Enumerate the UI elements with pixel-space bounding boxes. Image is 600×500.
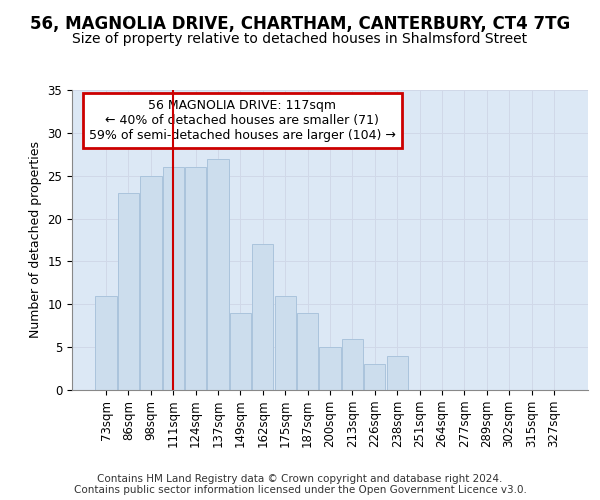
- Text: Contains HM Land Registry data © Crown copyright and database right 2024.: Contains HM Land Registry data © Crown c…: [97, 474, 503, 484]
- Text: Contains public sector information licensed under the Open Government Licence v3: Contains public sector information licen…: [74, 485, 526, 495]
- Bar: [95, 296, 117, 390]
- Bar: [386, 356, 408, 390]
- Bar: [252, 244, 274, 390]
- Bar: [275, 296, 296, 390]
- Bar: [208, 158, 229, 390]
- Text: Size of property relative to detached houses in Shalmsford Street: Size of property relative to detached ho…: [73, 32, 527, 46]
- Text: 56 MAGNOLIA DRIVE: 117sqm
← 40% of detached houses are smaller (71)
59% of semi-: 56 MAGNOLIA DRIVE: 117sqm ← 40% of detac…: [89, 99, 396, 142]
- Bar: [185, 167, 206, 390]
- Bar: [140, 176, 161, 390]
- Bar: [118, 193, 139, 390]
- Bar: [364, 364, 385, 390]
- Text: 56, MAGNOLIA DRIVE, CHARTHAM, CANTERBURY, CT4 7TG: 56, MAGNOLIA DRIVE, CHARTHAM, CANTERBURY…: [30, 15, 570, 33]
- Bar: [230, 313, 251, 390]
- Bar: [297, 313, 318, 390]
- Bar: [342, 338, 363, 390]
- Bar: [163, 167, 184, 390]
- Y-axis label: Number of detached properties: Number of detached properties: [29, 142, 42, 338]
- Bar: [319, 347, 341, 390]
